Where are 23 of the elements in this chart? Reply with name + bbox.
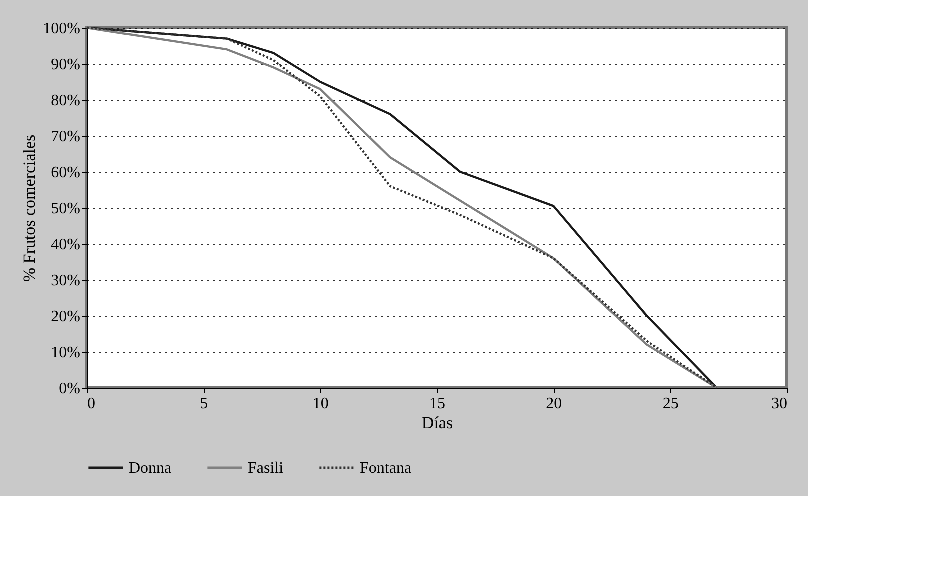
y-tick-label: 0% <box>59 380 80 398</box>
x-tick-label: 10 <box>312 396 329 412</box>
y-tick-label: 60% <box>51 164 80 182</box>
x-tick-label: 20 <box>546 396 562 412</box>
legend-label: Fontana <box>360 460 412 477</box>
y-tick-label: 20% <box>51 308 80 326</box>
y-axis-title: % Frutos comerciales <box>20 134 40 282</box>
x-tick-label: 25 <box>662 396 679 412</box>
legend-label: Fasili <box>248 460 284 477</box>
y-tick-label: 100% <box>43 20 80 38</box>
x-tick-label: 30 <box>772 396 788 412</box>
y-tick-label: 50% <box>51 200 80 218</box>
legend-label: Donna <box>129 460 172 477</box>
y-tick-label: 30% <box>51 272 80 290</box>
y-tick-label: 80% <box>51 92 80 110</box>
y-tick-label: 90% <box>51 56 80 74</box>
y-tick-label: 70% <box>51 128 80 146</box>
x-tick-label: 15 <box>430 396 446 412</box>
x-tick-label: 0 <box>88 396 96 412</box>
y-tick-label: 40% <box>51 236 80 254</box>
x-axis-title: Días <box>422 414 454 432</box>
x-tick-label: 5 <box>200 396 208 412</box>
y-tick-label: 10% <box>51 344 80 362</box>
